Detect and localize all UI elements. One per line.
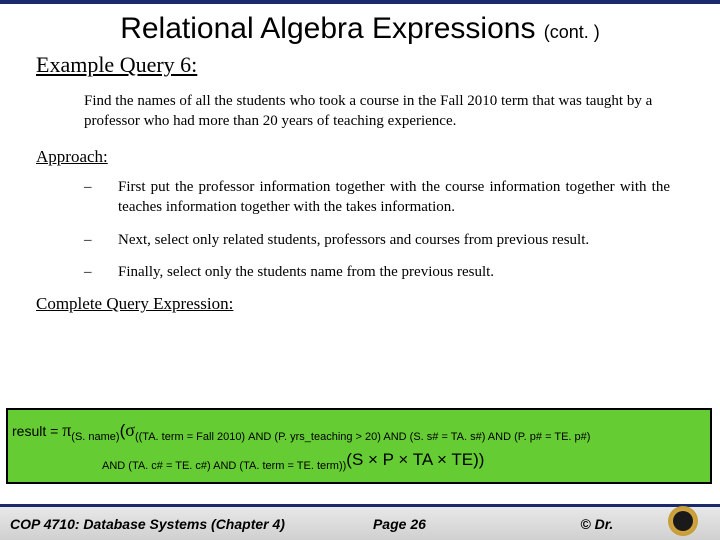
list-item: – Next, select only related students, pr… (84, 230, 670, 250)
pi-symbol: π (62, 420, 71, 440)
approach-list: – First put the professor information to… (84, 177, 670, 282)
expression-box: result = π(S. name)(σ((TA. term = Fall 2… (6, 408, 712, 484)
sigma-subscript-2: AND (TA. c# = TE. c#) AND (TA. term = TE… (102, 460, 346, 472)
footer-page: Page 26 (373, 516, 580, 532)
title-main: Relational Algebra Expressions (120, 12, 544, 45)
slide-content: Relational Algebra Expressions (cont. ) … (0, 4, 720, 314)
cartesian-product: (S × P × TA × TE)) (346, 450, 484, 469)
pi-subscript: (S. name) (71, 431, 119, 443)
slide-title: Relational Algebra Expressions (cont. ) (30, 12, 690, 46)
bullet-dash: – (84, 177, 118, 218)
bullet-dash: – (84, 262, 118, 282)
result-eq: result = (12, 423, 62, 439)
expr-line-1: result = π(S. name)(σ((TA. term = Fall 2… (12, 416, 706, 446)
sigma-subscript-1: ((TA. term = Fall 2010) AND (P. yrs_teac… (135, 431, 590, 443)
item-text: First put the professor information toge… (118, 177, 670, 218)
slide-footer: COP 4710: Database Systems (Chapter 4) P… (0, 504, 720, 540)
query-description: Find the names of all the students who t… (84, 92, 670, 131)
list-item: – Finally, select only the students name… (84, 262, 670, 282)
approach-heading: Approach: (36, 147, 690, 167)
example-label: Example Query 6: (36, 52, 690, 78)
bullet-dash: – (84, 230, 118, 250)
item-text: Finally, select only the students name f… (118, 262, 670, 282)
complete-expr-heading: Complete Query Expression: (36, 294, 690, 314)
expr-line-2: AND (TA. c# = TE. c#) AND (TA. term = TE… (12, 446, 706, 475)
title-cont: (cont. ) (544, 22, 600, 42)
item-text: Next, select only related students, prof… (118, 230, 670, 250)
list-item: – First put the professor information to… (84, 177, 670, 218)
ucf-logo-icon (668, 506, 698, 536)
sigma-symbol: σ (125, 420, 135, 440)
footer-course: COP 4710: Database Systems (Chapter 4) (10, 516, 373, 532)
